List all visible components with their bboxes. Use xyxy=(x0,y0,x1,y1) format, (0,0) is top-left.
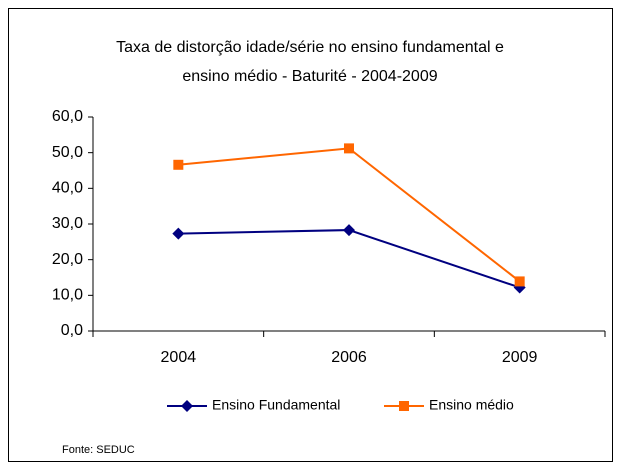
y-tick-label: 50,0 xyxy=(52,144,83,161)
chart-title: ensino médio - Baturité - 2004-2009 xyxy=(182,68,437,85)
marker xyxy=(514,276,525,287)
legend-marker xyxy=(181,400,193,412)
y-tick-label: 40,0 xyxy=(52,180,83,197)
x-tick-label: 2004 xyxy=(161,349,197,366)
marker xyxy=(173,159,184,170)
marker xyxy=(344,143,354,154)
y-tick-label: 20,0 xyxy=(52,251,83,268)
legend-marker xyxy=(399,401,409,411)
y-tick-label: 10,0 xyxy=(52,287,83,304)
legend-label: Ensino médio xyxy=(429,397,514,413)
marker xyxy=(343,224,355,237)
source-note: Fonte: SEDUC xyxy=(62,444,135,456)
y-tick-label: 0,0 xyxy=(61,322,83,339)
legend-label: Ensino Fundamental xyxy=(212,397,340,413)
x-tick-label: 2006 xyxy=(331,349,367,366)
y-tick-label: 30,0 xyxy=(52,215,83,232)
x-tick-label: 2009 xyxy=(502,349,538,366)
marker xyxy=(172,227,185,240)
y-tick-label: 60,0 xyxy=(52,108,83,125)
chart-title: Taxa de distorção idade/série no ensino … xyxy=(116,39,504,56)
chart-frame xyxy=(8,8,613,462)
